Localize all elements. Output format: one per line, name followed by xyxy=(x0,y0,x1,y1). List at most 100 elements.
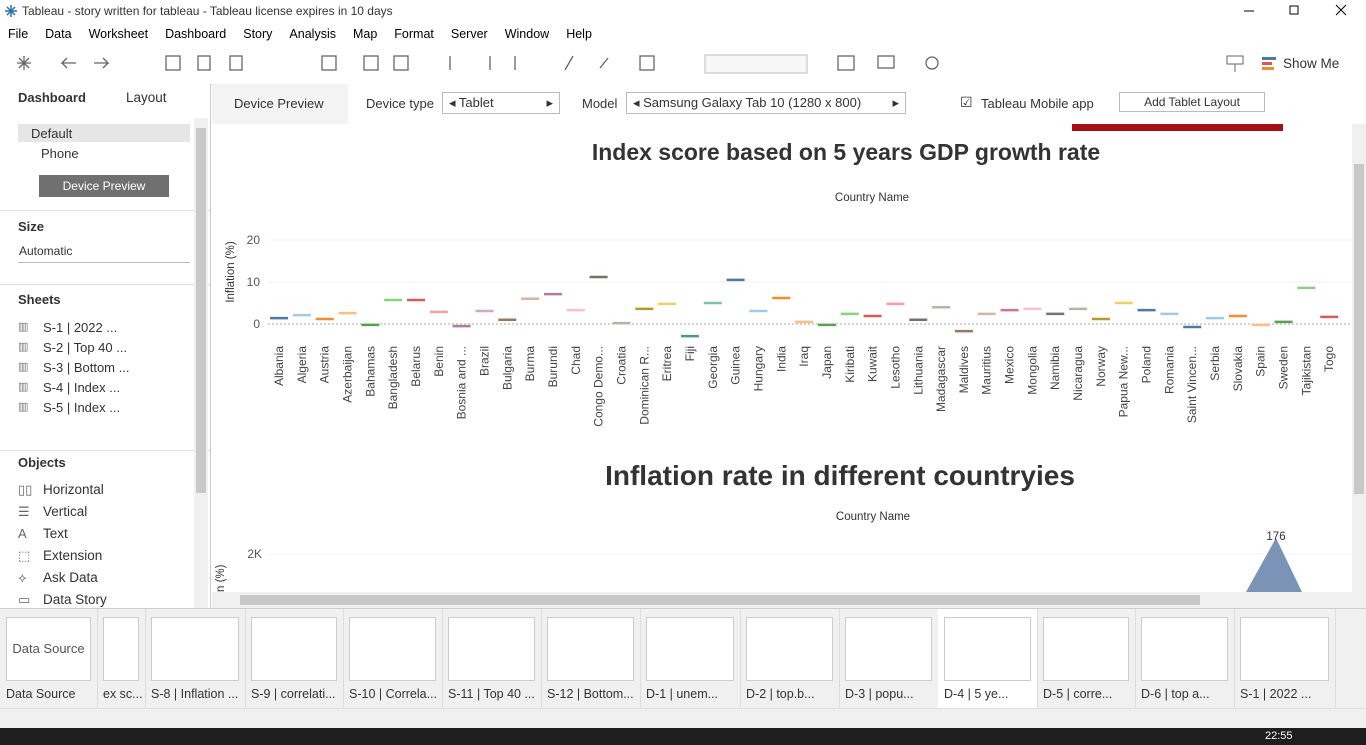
menu-item[interactable]: Map xyxy=(352,27,378,41)
x-tick-label: Croatia xyxy=(614,346,628,385)
tab-caption[interactable]: ex sc... xyxy=(103,687,143,701)
h-scroll-thumb[interactable] xyxy=(240,595,1200,605)
object-item[interactable]: Vertical xyxy=(43,504,88,519)
menu-item[interactable]: Window xyxy=(504,27,550,41)
menu-item[interactable]: Format xyxy=(394,27,434,41)
tab-caption[interactable]: D-2 | top.b... xyxy=(746,687,815,701)
sheet-icon: ▥ xyxy=(18,381,29,393)
presentation-icon[interactable] xyxy=(1225,54,1245,74)
sheet-tab[interactable]: S-10 | Correla... xyxy=(343,609,443,709)
tab-caption[interactable]: D-6 | top a... xyxy=(1141,687,1210,701)
app-icon xyxy=(5,5,17,17)
sheet-tab[interactable]: D-1 | unem... xyxy=(640,609,741,709)
object-item[interactable]: Horizontal xyxy=(43,482,104,497)
x-tick-label: Nicaragua xyxy=(1071,346,1085,401)
tab-caption[interactable]: S-8 | Inflation ... xyxy=(151,687,239,701)
menu-item[interactable]: Worksheet xyxy=(88,27,149,41)
sheet-item[interactable]: S-5 | Index ... xyxy=(43,400,121,415)
divider xyxy=(0,210,210,211)
x-axis-title: Country Name xyxy=(835,192,909,204)
menu-item[interactable]: Dashboard xyxy=(165,27,227,41)
tab-caption[interactable]: Data Source xyxy=(6,687,76,701)
menu-item[interactable]: Help xyxy=(566,27,592,41)
layout-tab[interactable]: Layout xyxy=(126,90,167,105)
sheet-icon: ▥ xyxy=(18,321,29,333)
sheet-tab[interactable]: D-6 | top a... xyxy=(1135,609,1235,709)
header-bar xyxy=(1072,124,1283,131)
toolbar-icons[interactable] xyxy=(0,44,1000,84)
tab-caption[interactable]: D-1 | unem... xyxy=(646,687,719,701)
scrollbar[interactable] xyxy=(194,118,208,608)
model-select[interactable]: ◂ Samsung Galaxy Tab 10 (1280 x 800) ▸ xyxy=(626,92,906,114)
x-tick-label: Eritrea xyxy=(660,346,674,382)
menu-item[interactable]: Server xyxy=(450,27,488,41)
sheet-tab[interactable]: S-8 | Inflation ... xyxy=(145,609,246,709)
menu-item[interactable]: Story xyxy=(243,27,273,41)
sheet-item[interactable]: S-3 | Bottom ... xyxy=(43,360,130,375)
x-tick-label: Kuwait xyxy=(866,345,880,382)
menu-item[interactable]: Analysis xyxy=(289,27,336,41)
device-type-select[interactable]: ◂ Tablet ▸ xyxy=(442,92,560,114)
tab-caption[interactable]: S-12 | Bottom... xyxy=(547,687,634,701)
v-scroll-thumb[interactable] xyxy=(1354,164,1364,494)
menu-item[interactable]: File xyxy=(8,27,29,41)
sheet-icon: ▥ xyxy=(18,361,29,373)
device-type: Tablet xyxy=(458,95,494,110)
sheet-icon: ▥ xyxy=(18,401,29,413)
sheet-item[interactable]: S-1 | 2022 ... xyxy=(43,320,118,335)
y-tick-label: 2K xyxy=(247,547,262,561)
show-me[interactable]: Show Me xyxy=(1283,56,1340,71)
sheet-tab[interactable]: Data Source Data Source xyxy=(0,609,98,709)
size-value[interactable]: Automatic xyxy=(19,244,73,258)
device-default[interactable]: Default xyxy=(31,126,73,141)
thumbnail xyxy=(448,617,535,681)
x-tick-label: Albania xyxy=(272,346,286,386)
object-item[interactable]: Ask Data xyxy=(43,570,98,585)
sheet-tab[interactable]: S-12 | Bottom... xyxy=(541,609,641,709)
sheet-tab[interactable]: D-4 | 5 ye... xyxy=(938,609,1038,709)
x-tick-label: Lithuania xyxy=(911,346,925,395)
object-item[interactable]: Text xyxy=(43,526,68,541)
device-phone[interactable]: Phone xyxy=(41,146,79,161)
object-icon: ⟡ xyxy=(18,570,27,585)
tab-caption[interactable]: S-11 | Top 40 ... xyxy=(448,687,535,701)
sheet-tab[interactable]: S-1 | 2022 ... xyxy=(1234,609,1336,709)
dashboard-canvas: Index score based on 5 years GDP growth … xyxy=(212,124,1366,608)
default-row[interactable] xyxy=(18,124,190,142)
sheet-tab[interactable]: D-3 | popu... xyxy=(839,609,939,709)
sheet-tab[interactable]: ex sc... xyxy=(97,609,146,709)
sheet-tab[interactable]: S-11 | Top 40 ... xyxy=(442,609,542,709)
object-item[interactable]: Extension xyxy=(43,548,103,563)
sheet-item[interactable]: S-4 | Index ... xyxy=(43,380,121,395)
x-tick-label: Japan xyxy=(820,346,834,379)
tab-caption[interactable]: D-4 | 5 ye... xyxy=(944,687,1009,701)
show-me-icon[interactable] xyxy=(1262,56,1278,72)
tab-caption[interactable]: D-3 | popu... xyxy=(845,687,914,701)
tab-caption[interactable]: S-9 | correlati... xyxy=(251,687,336,701)
window-controls[interactable] xyxy=(1230,0,1366,22)
device-preview-button[interactable]: Device Preview xyxy=(39,175,169,197)
object-item[interactable]: Data Story xyxy=(43,592,107,607)
mobile-checkbox[interactable]: ☑ xyxy=(960,94,973,110)
sheet-item[interactable]: S-2 | Top 40 ... xyxy=(43,340,128,355)
x-tick-label: Algeria xyxy=(295,346,309,384)
taskbar: 22:55 xyxy=(0,728,1366,745)
dashboard-tab[interactable]: Dashboard xyxy=(18,90,86,105)
add-layout-button[interactable]: Add Tablet Layout xyxy=(1119,92,1265,112)
x-tick-label: Lesotho xyxy=(888,346,902,389)
sheet-tab[interactable]: S-9 | correlati... xyxy=(245,609,344,709)
thumbnail xyxy=(547,617,634,681)
sheet-tab[interactable]: D-2 | top.b... xyxy=(740,609,840,709)
menu-item[interactable]: Data xyxy=(45,27,72,41)
model: Samsung Galaxy Tab 10 (1280 x 800) xyxy=(643,95,862,110)
x-tick-label: Austria xyxy=(318,346,332,384)
tab-caption[interactable]: S-10 | Correla... xyxy=(349,687,438,701)
chart-title: Index score based on 5 years GDP growth … xyxy=(592,139,1100,165)
x-tick-label: Burundi xyxy=(546,346,560,387)
x-tick-label: India xyxy=(774,346,788,372)
tab-caption[interactable]: D-5 | corre... xyxy=(1043,687,1113,701)
tab-caption[interactable]: S-1 | 2022 ... xyxy=(1240,687,1312,701)
sheet-tab[interactable]: D-5 | corre... xyxy=(1037,609,1136,709)
mobile-app-label[interactable]: Tableau Mobile app xyxy=(981,96,1094,111)
